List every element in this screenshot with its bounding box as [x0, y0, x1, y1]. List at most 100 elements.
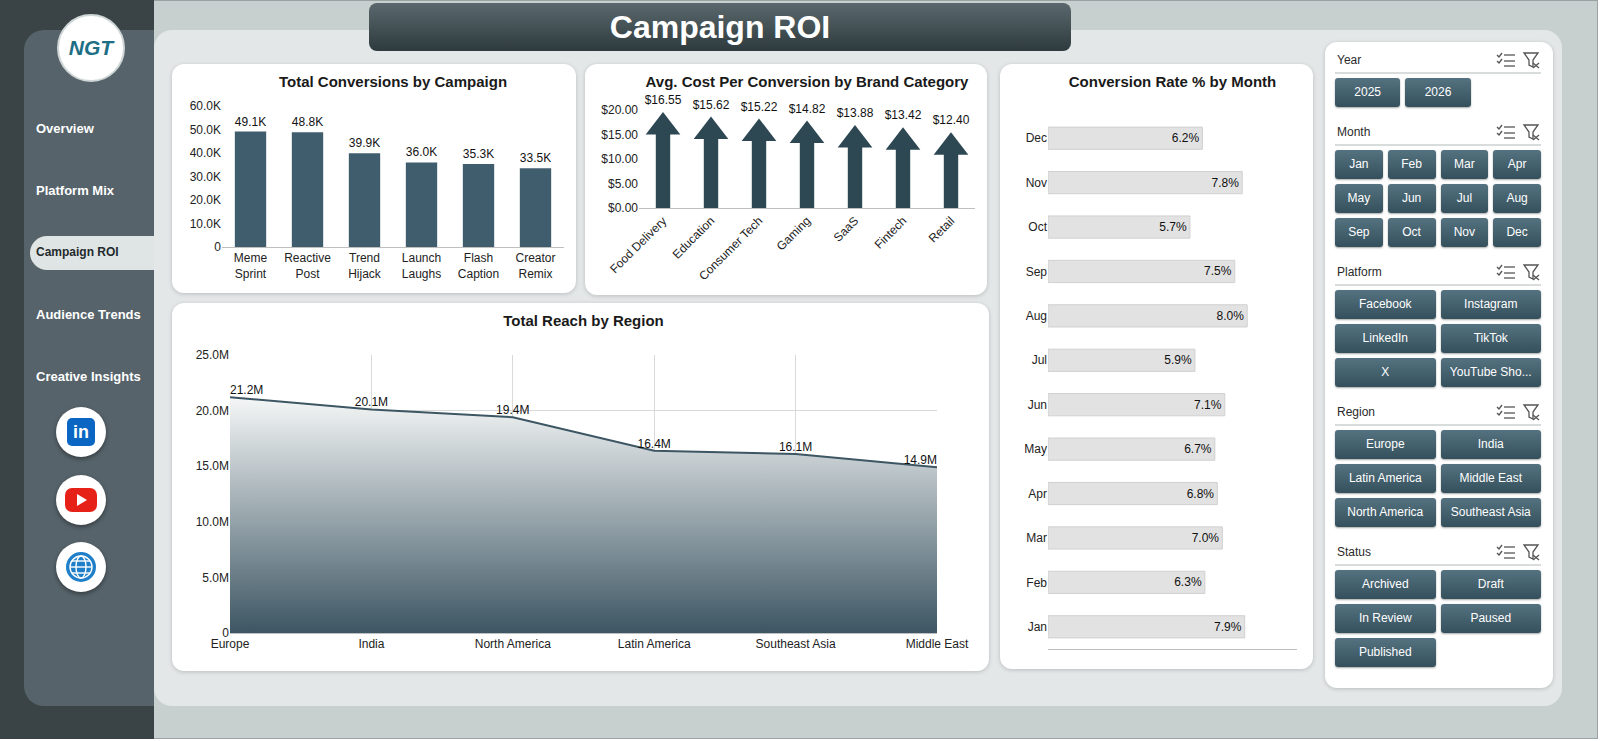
- svg-text:Oct: Oct: [1028, 220, 1047, 234]
- svg-text:$15.62: $15.62: [693, 98, 730, 112]
- svg-text:7.8%: 7.8%: [1212, 176, 1240, 190]
- svg-text:$12.40: $12.40: [933, 113, 970, 127]
- svg-text:Sep: Sep: [1026, 265, 1048, 279]
- svg-text:39.9K: 39.9K: [349, 136, 380, 150]
- svg-text:36.0K: 36.0K: [406, 145, 437, 159]
- svg-text:North America: North America: [475, 637, 551, 651]
- svg-text:Gaming: Gaming: [774, 214, 814, 254]
- svg-text:Nov: Nov: [1026, 176, 1047, 190]
- svg-text:16.1M: 16.1M: [779, 440, 812, 454]
- svg-text:$16.55: $16.55: [645, 93, 682, 107]
- html-text:2026: 2026: [1424, 85, 1452, 99]
- svg-text:Fintech: Fintech: [872, 214, 910, 252]
- svg-text:MemeSprint: MemeSprint: [234, 251, 268, 281]
- svg-text:$20.00: $20.00: [601, 103, 638, 117]
- svg-text:21.2M: 21.2M: [230, 383, 263, 397]
- svg-text:5.9%: 5.9%: [1164, 353, 1192, 367]
- html-text:Apr: Apr: [1507, 157, 1527, 171]
- html-text:Creative Insights: Creative Insights: [36, 369, 141, 384]
- svg-text:35.3K: 35.3K: [463, 147, 494, 161]
- svg-text:Europe: Europe: [211, 637, 250, 651]
- svg-text:Jan: Jan: [1028, 620, 1047, 634]
- html-text:NGT: NGT: [68, 36, 114, 59]
- svg-text:Aug: Aug: [1026, 309, 1047, 323]
- svg-text:49.1K: 49.1K: [235, 115, 266, 129]
- html-text:Campaign ROI: Campaign ROI: [36, 245, 119, 259]
- svg-text:LaunchLaughs: LaunchLaughs: [402, 251, 441, 281]
- svg-text:20.0M: 20.0M: [196, 404, 229, 418]
- svg-text:India: India: [358, 637, 384, 651]
- html-text:Overview: Overview: [36, 121, 94, 136]
- svg-text:ReactivePost: ReactivePost: [284, 251, 331, 281]
- svg-text:May: May: [1024, 442, 1047, 456]
- svg-text:Conversion Rate % by Month: Conversion Rate % by Month: [1069, 73, 1277, 90]
- svg-text:Apr: Apr: [1028, 487, 1047, 501]
- svg-text:$13.42: $13.42: [885, 108, 922, 122]
- svg-text:$14.82: $14.82: [789, 102, 826, 116]
- svg-text:10.0M: 10.0M: [196, 515, 229, 529]
- svg-text:10.0K: 10.0K: [190, 217, 221, 231]
- svg-text:6.3%: 6.3%: [1174, 575, 1202, 589]
- svg-text:0: 0: [222, 626, 229, 640]
- svg-text:5.7%: 5.7%: [1159, 220, 1187, 234]
- svg-text:48.8K: 48.8K: [292, 115, 323, 129]
- svg-text:20.0K: 20.0K: [190, 193, 221, 207]
- svg-text:15.0M: 15.0M: [196, 459, 229, 473]
- svg-text:7.9%: 7.9%: [1214, 620, 1242, 634]
- svg-text:8.0%: 8.0%: [1217, 309, 1245, 323]
- html-text:Mar: Mar: [1454, 157, 1475, 171]
- svg-text:Jul: Jul: [1032, 353, 1047, 367]
- svg-text:60.0K: 60.0K: [190, 99, 221, 113]
- svg-text:19.4M: 19.4M: [496, 403, 529, 417]
- svg-text:Dec: Dec: [1026, 131, 1047, 145]
- svg-text:$5.00: $5.00: [608, 177, 638, 191]
- svg-text:TrendHijack: TrendHijack: [348, 251, 382, 281]
- svg-text:SaaS: SaaS: [831, 214, 862, 245]
- svg-text:16.4M: 16.4M: [638, 437, 671, 451]
- html-text:Year: Year: [1337, 53, 1362, 67]
- svg-text:$0.00: $0.00: [608, 201, 638, 215]
- svg-text:Feb: Feb: [1026, 576, 1047, 590]
- html-text:Audience Trends: Audience Trends: [36, 307, 141, 322]
- svg-text:25.0M: 25.0M: [196, 348, 229, 362]
- svg-text:$15.22: $15.22: [741, 100, 778, 114]
- svg-text:7.5%: 7.5%: [1204, 264, 1232, 278]
- svg-text:7.1%: 7.1%: [1194, 398, 1222, 412]
- svg-text:Retail: Retail: [926, 214, 958, 246]
- svg-text:Total Conversions by Campaign: Total Conversions by Campaign: [279, 73, 507, 90]
- svg-text:0: 0: [214, 240, 221, 254]
- svg-text:Middle East: Middle East: [906, 637, 969, 651]
- svg-text:7.0%: 7.0%: [1192, 531, 1220, 545]
- svg-text:5.0M: 5.0M: [202, 571, 229, 585]
- svg-text:Avg. Cost Per Conversion by Br: Avg. Cost Per Conversion by Brand Catego…: [646, 73, 970, 90]
- svg-text:14.9M: 14.9M: [904, 453, 937, 467]
- svg-text:Food Delivery: Food Delivery: [607, 214, 669, 276]
- html-text:Platform Mix: Platform Mix: [36, 183, 114, 198]
- svg-text:$15.00: $15.00: [601, 128, 638, 142]
- svg-text:Consumer Tech: Consumer Tech: [696, 214, 765, 283]
- html-text:Month: Month: [1337, 125, 1371, 139]
- svg-text:Latin America: Latin America: [618, 637, 691, 651]
- svg-text:6.7%: 6.7%: [1184, 442, 1212, 456]
- svg-text:6.2%: 6.2%: [1172, 131, 1200, 145]
- html-text:Feb: Feb: [1401, 157, 1422, 171]
- html-text:in: in: [73, 422, 89, 442]
- svg-text:33.5K: 33.5K: [520, 151, 551, 165]
- svg-text:50.0K: 50.0K: [190, 123, 221, 137]
- html-text:Jan: Jan: [1349, 157, 1369, 171]
- svg-text:$13.88: $13.88: [837, 106, 874, 120]
- svg-text:Mar: Mar: [1026, 531, 1047, 545]
- svg-text:6.8%: 6.8%: [1187, 487, 1215, 501]
- svg-text:FlashCaption: FlashCaption: [458, 251, 499, 281]
- svg-text:40.0K: 40.0K: [190, 146, 221, 160]
- svg-text:Total Reach by Region: Total Reach by Region: [503, 312, 664, 329]
- svg-text:Jun: Jun: [1028, 398, 1047, 412]
- svg-text:Education: Education: [670, 214, 718, 262]
- svg-text:20.1M: 20.1M: [355, 395, 388, 409]
- html-text:2025: 2025: [1354, 85, 1381, 99]
- svg-text:$10.00: $10.00: [601, 152, 638, 166]
- svg-text:Southeast Asia: Southeast Asia: [756, 637, 836, 651]
- html-text:Campaign ROI: Campaign ROI: [609, 9, 831, 45]
- svg-text:CreatorRemix: CreatorRemix: [515, 251, 555, 281]
- svg-text:30.0K: 30.0K: [190, 170, 221, 184]
